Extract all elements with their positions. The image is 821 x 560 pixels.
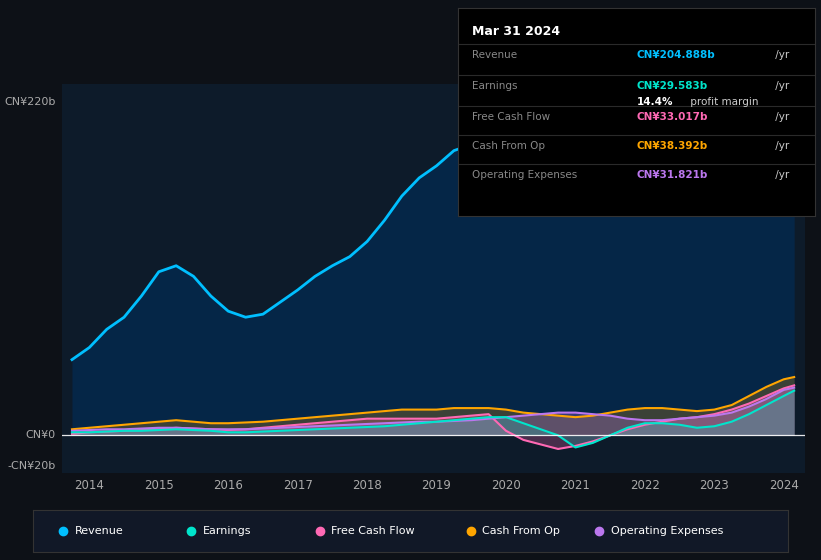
Text: /yr: /yr — [773, 50, 790, 60]
Text: Mar 31 2024: Mar 31 2024 — [472, 25, 561, 38]
Text: CN¥38.392b: CN¥38.392b — [637, 141, 708, 151]
Text: Cash From Op: Cash From Op — [472, 141, 545, 151]
Text: CN¥29.583b: CN¥29.583b — [637, 81, 708, 91]
Text: /yr: /yr — [773, 170, 790, 180]
Text: CN¥220b: CN¥220b — [4, 97, 56, 107]
Text: -CN¥20b: -CN¥20b — [7, 461, 56, 470]
Text: Free Cash Flow: Free Cash Flow — [472, 112, 551, 122]
Text: Cash From Op: Cash From Op — [482, 526, 560, 535]
Text: /yr: /yr — [773, 141, 790, 151]
Text: CN¥204.888b: CN¥204.888b — [637, 50, 715, 60]
Text: Operating Expenses: Operating Expenses — [611, 526, 723, 535]
Text: 14.4%: 14.4% — [637, 97, 673, 108]
Text: Revenue: Revenue — [472, 50, 517, 60]
Text: Earnings: Earnings — [203, 526, 251, 535]
Text: Earnings: Earnings — [472, 81, 518, 91]
Text: /yr: /yr — [773, 112, 790, 122]
Text: Revenue: Revenue — [75, 526, 123, 535]
Text: Operating Expenses: Operating Expenses — [472, 170, 578, 180]
Text: CN¥0: CN¥0 — [25, 430, 56, 440]
Text: /yr: /yr — [773, 81, 790, 91]
Text: Free Cash Flow: Free Cash Flow — [331, 526, 415, 535]
Text: CN¥31.821b: CN¥31.821b — [637, 170, 708, 180]
Text: CN¥33.017b: CN¥33.017b — [637, 112, 709, 122]
Text: profit margin: profit margin — [686, 97, 758, 108]
